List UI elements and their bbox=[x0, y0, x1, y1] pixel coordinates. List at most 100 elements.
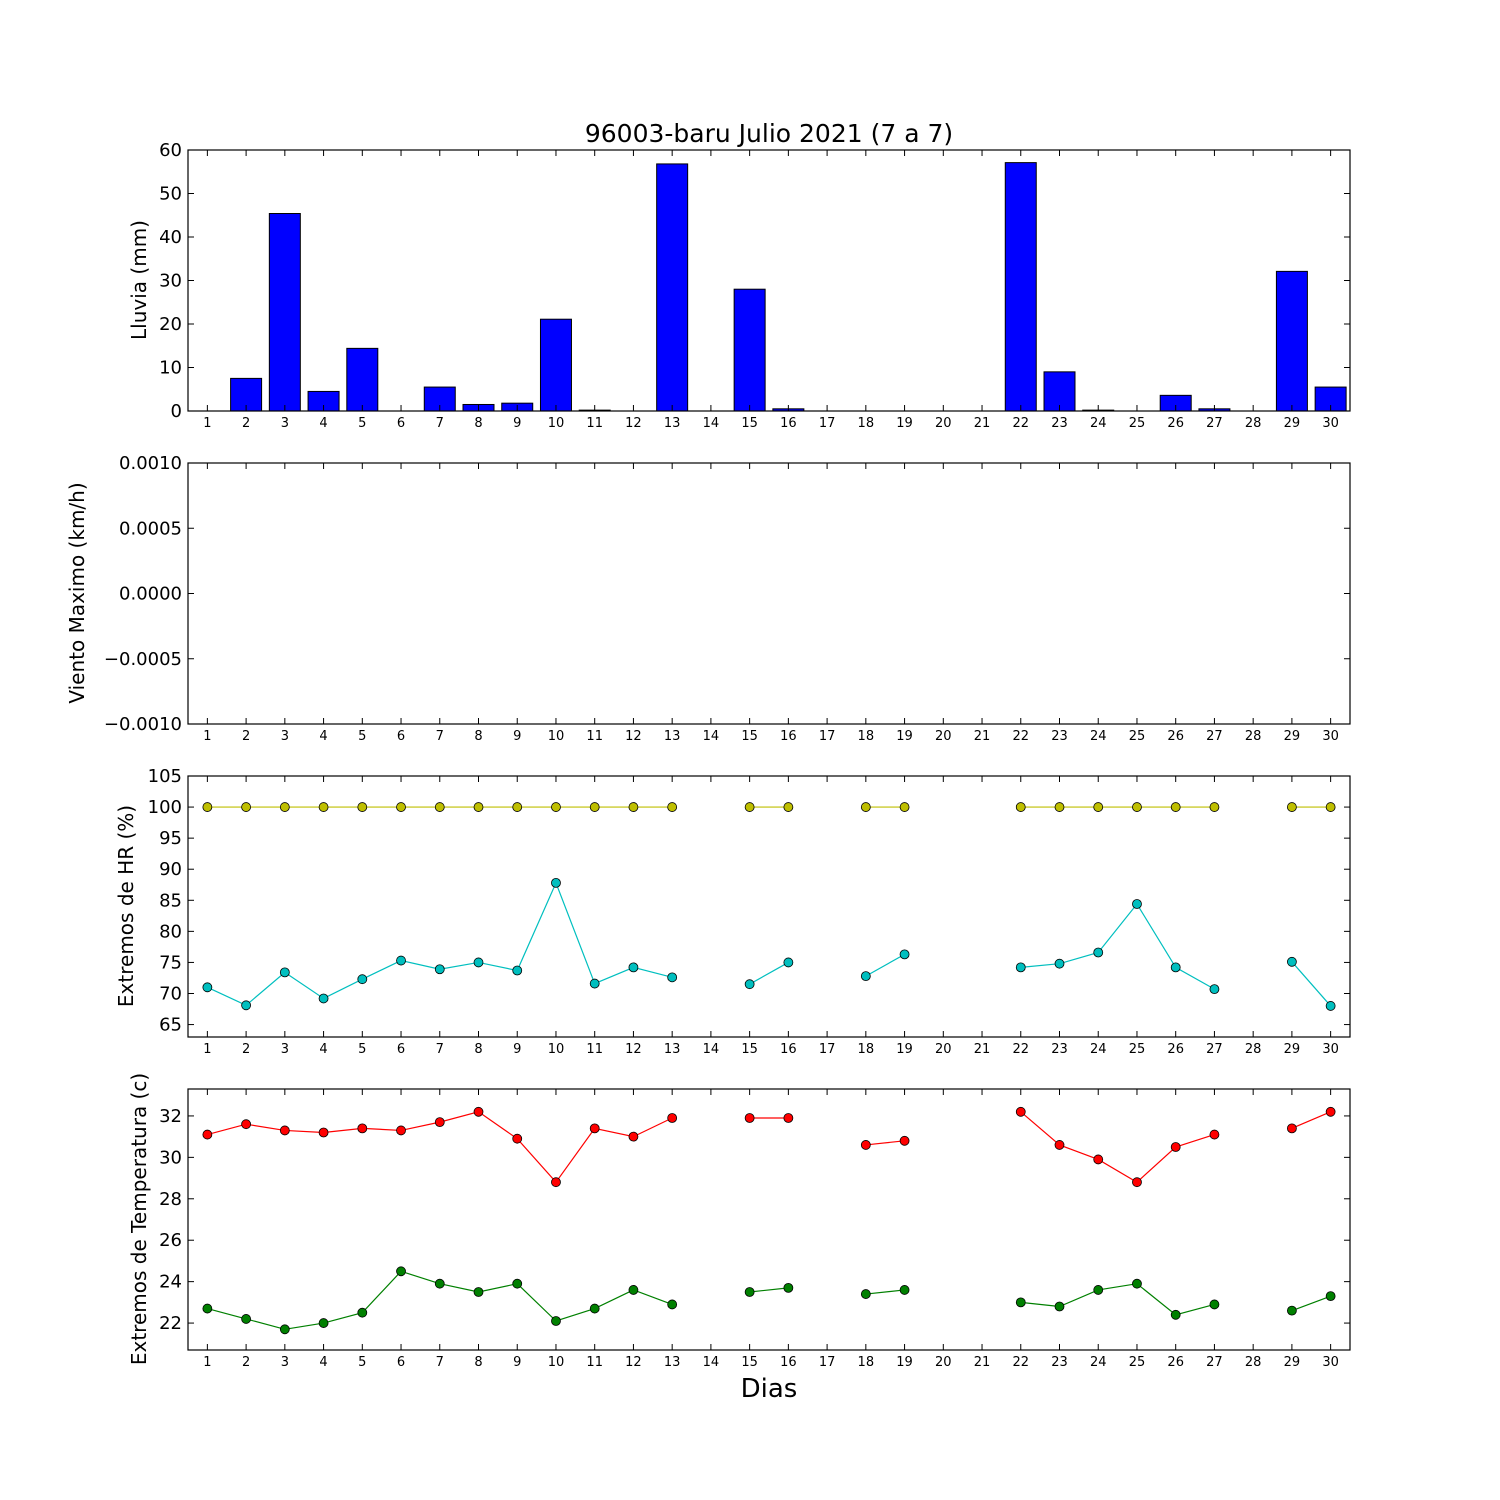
series-1-point-day-18 bbox=[860, 971, 871, 981]
x-tick-label: 18 bbox=[858, 1042, 875, 1057]
series-0-point-day-1 bbox=[202, 1129, 213, 1140]
y-tick-label: 26 bbox=[159, 1230, 182, 1251]
x-tick-label: 19 bbox=[896, 1042, 913, 1057]
x-tick-label: 11 bbox=[586, 729, 603, 744]
x-tick-label: 26 bbox=[1167, 729, 1184, 744]
x-tick-label: 2 bbox=[242, 1042, 250, 1057]
x-tick-label: 10 bbox=[548, 1355, 565, 1370]
series-1-point-day-12 bbox=[628, 1285, 639, 1295]
x-tick-label: 8 bbox=[474, 1355, 482, 1370]
series-1-point-day-13 bbox=[667, 1299, 678, 1310]
series-1-point-day-23 bbox=[1054, 1301, 1065, 1312]
series-1-point-day-3 bbox=[279, 967, 290, 978]
x-tick-label: 16 bbox=[780, 416, 797, 431]
series-0-point-day-19 bbox=[899, 1135, 910, 1146]
series-0-point-day-3 bbox=[279, 1125, 290, 1136]
y-tick-label: 20 bbox=[159, 314, 182, 335]
x-tick-label: 23 bbox=[1051, 1042, 1068, 1057]
x-tick-label: 28 bbox=[1245, 1355, 1262, 1370]
axes-frame bbox=[187, 462, 1351, 725]
series-0-point-day-13 bbox=[667, 1113, 678, 1123]
series-1-point-day-9 bbox=[512, 1278, 523, 1289]
series-1-point-day-7 bbox=[434, 964, 445, 975]
figure-title: 96003-baru Julio 2021 (7 a 7) bbox=[585, 119, 953, 148]
x-tick-label: 26 bbox=[1167, 1355, 1184, 1370]
x-tick-label: 6 bbox=[397, 416, 405, 431]
x-tick-label: 28 bbox=[1245, 729, 1262, 744]
y-tick-label: 24 bbox=[159, 1272, 182, 1293]
series-1-point-day-27 bbox=[1209, 1299, 1220, 1310]
y-tick-label: 75 bbox=[159, 952, 182, 973]
x-tick-label: 4 bbox=[319, 729, 327, 744]
x-tick-label: 29 bbox=[1284, 1042, 1301, 1057]
rain-bar-day-23 bbox=[1043, 371, 1076, 412]
x-tick-label: 8 bbox=[474, 729, 482, 744]
series-1-line-segment-4 bbox=[1291, 1295, 1331, 1312]
x-tick-label: 9 bbox=[513, 416, 521, 431]
x-tick-label: 19 bbox=[896, 729, 913, 744]
series-1-line-segment-3 bbox=[1020, 902, 1215, 990]
series-1-point-day-4 bbox=[318, 993, 329, 1004]
x-tick-label: 10 bbox=[548, 1042, 565, 1057]
x-tick-label: 4 bbox=[319, 1355, 327, 1370]
y-tick-label: 40 bbox=[159, 227, 182, 248]
series-0-point-day-11 bbox=[589, 802, 600, 812]
x-tick-label: 7 bbox=[436, 1355, 444, 1370]
rain-bar-day-15 bbox=[733, 288, 766, 412]
x-tick-label: 20 bbox=[935, 1355, 952, 1370]
series-0-point-day-22 bbox=[1015, 1106, 1026, 1117]
x-tick-label: 26 bbox=[1167, 1042, 1184, 1057]
series-1-line-segment-2 bbox=[865, 953, 905, 977]
x-tick-label: 24 bbox=[1090, 729, 1107, 744]
series-0-line-segment-4 bbox=[1291, 1111, 1331, 1129]
x-tick-label: 17 bbox=[819, 1042, 836, 1057]
series-1-point-day-5 bbox=[357, 974, 368, 985]
series-0-point-day-23 bbox=[1054, 802, 1065, 812]
series-0-point-day-10 bbox=[551, 802, 561, 812]
temperature-panel: Extremos de Temperatura (c) 222426283032… bbox=[127, 1073, 1351, 1370]
series-1-line-segment-4 bbox=[1291, 961, 1332, 1007]
x-tick-label: 3 bbox=[281, 1042, 289, 1057]
series-0-point-day-13 bbox=[667, 802, 678, 812]
series-1-point-day-19 bbox=[899, 1285, 910, 1295]
x-tick-label: 20 bbox=[935, 416, 952, 431]
x-tick-label: 16 bbox=[780, 729, 797, 744]
x-tick-label: 22 bbox=[1012, 416, 1029, 431]
x-tick-label: 7 bbox=[436, 1042, 444, 1057]
x-tick-label: 27 bbox=[1206, 1042, 1223, 1057]
series-0-point-day-30 bbox=[1325, 802, 1336, 812]
x-tick-label: 2 bbox=[242, 416, 250, 431]
y-tick-label: 10 bbox=[159, 358, 182, 379]
x-tick-label: 10 bbox=[548, 416, 565, 431]
series-0-point-day-8 bbox=[473, 802, 484, 812]
series-1-point-day-15 bbox=[744, 979, 755, 990]
x-tick-label: 15 bbox=[741, 1355, 758, 1370]
x-tick-label: 1 bbox=[203, 729, 211, 744]
x-tick-label: 28 bbox=[1245, 416, 1262, 431]
y-tick-label: 0.0005 bbox=[119, 518, 182, 539]
x-tick-label: 12 bbox=[625, 729, 642, 744]
series-0-point-day-19 bbox=[899, 802, 910, 812]
series-1-point-day-7 bbox=[434, 1278, 445, 1289]
series-1-point-day-19 bbox=[899, 949, 910, 960]
x-tick-label: 25 bbox=[1129, 1042, 1146, 1057]
y-tick-label: 22 bbox=[159, 1313, 182, 1334]
x-tick-label: 16 bbox=[780, 1042, 797, 1057]
x-tick-label: 26 bbox=[1167, 416, 1184, 431]
x-tick-label: 4 bbox=[319, 416, 327, 431]
series-0-point-day-2 bbox=[241, 1119, 252, 1130]
x-tick-label: 14 bbox=[703, 729, 720, 744]
y-tick-label: 30 bbox=[159, 1147, 182, 1168]
series-1-point-day-22 bbox=[1015, 1297, 1026, 1308]
x-tick-label: 12 bbox=[625, 1355, 642, 1370]
x-tick-label: 17 bbox=[819, 729, 836, 744]
series-1-point-day-9 bbox=[512, 965, 523, 976]
series-0-point-day-25 bbox=[1132, 802, 1142, 812]
x-tick-label: 6 bbox=[397, 1355, 405, 1370]
series-0-point-day-26 bbox=[1170, 1142, 1181, 1152]
x-tick-label: 21 bbox=[974, 729, 991, 744]
series-1-point-day-8 bbox=[473, 957, 484, 968]
axes-frame bbox=[187, 1088, 1351, 1351]
x-tick-label: 17 bbox=[819, 1355, 836, 1370]
